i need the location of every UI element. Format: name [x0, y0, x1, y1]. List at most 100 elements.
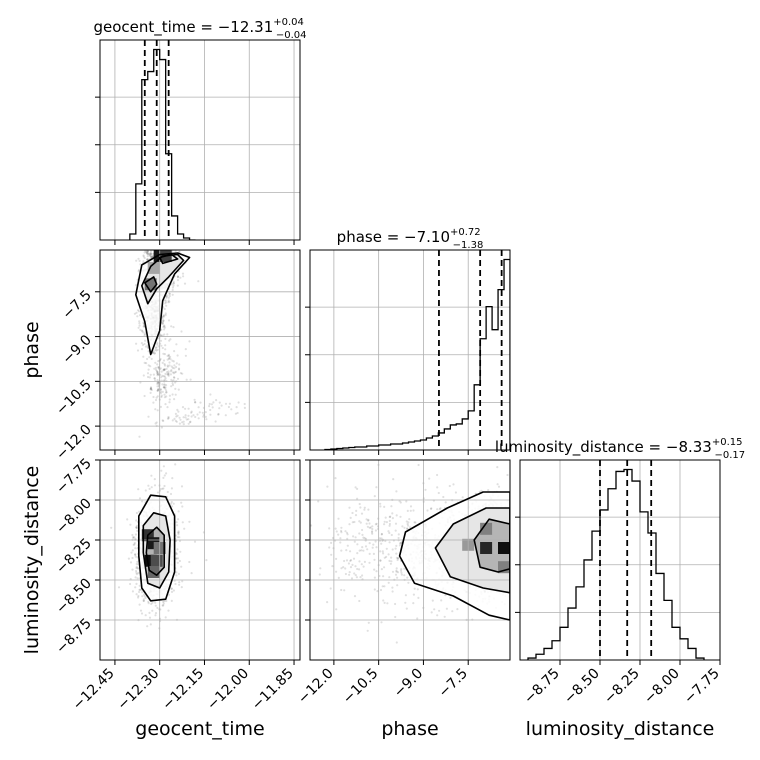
scatter-point: [157, 388, 160, 391]
scatter-point: [456, 608, 459, 611]
scatter-point: [161, 322, 164, 325]
scatter-point: [426, 509, 429, 512]
scatter-point: [150, 254, 153, 257]
scatter-point: [444, 501, 447, 504]
scatter-point: [142, 321, 145, 324]
scatter-point: [150, 474, 153, 477]
scatter-point: [437, 491, 440, 495]
scatter-point: [150, 486, 153, 489]
scatter-point: [173, 364, 176, 367]
scatter-point: [180, 330, 183, 333]
scatter-point: [210, 403, 213, 406]
scatter-point: [416, 588, 419, 591]
scatter-point: [511, 550, 513, 552]
scatter-point: [154, 614, 157, 617]
scatter-point: [156, 389, 159, 392]
y-tick-label-luminosity_distance: −8.00: [53, 496, 95, 538]
scatter-point: [169, 245, 171, 247]
scatter-point: [168, 398, 171, 401]
scatter-point: [535, 527, 537, 529]
scatter-point: [171, 382, 174, 385]
scatter-point: [371, 525, 374, 528]
scatter-point: [384, 539, 387, 543]
scatter-point: [147, 602, 150, 605]
scatter-point: [144, 345, 148, 348]
scatter-point: [523, 537, 525, 539]
scatter-point: [512, 541, 514, 543]
scatter-point: [174, 557, 178, 560]
scatter-point: [151, 601, 154, 604]
scatter-point: [168, 292, 171, 295]
scatter-point: [179, 276, 182, 279]
scatter-point: [526, 507, 528, 509]
scatter-point: [520, 528, 522, 530]
scatter-point: [155, 369, 158, 373]
scatter-point: [436, 508, 439, 511]
scatter-point: [153, 377, 156, 380]
scatter-point: [162, 319, 165, 322]
scatter-point: [175, 362, 178, 365]
scatter-point: [511, 559, 513, 561]
scatter-point: [194, 401, 197, 404]
scatter-point: [166, 364, 169, 367]
scatter-point: [452, 483, 455, 486]
scatter-point: [161, 361, 164, 364]
scatter-point: [166, 365, 169, 368]
scatter-point: [532, 523, 534, 525]
scatter-point: [138, 322, 141, 325]
scatter-point: [162, 319, 165, 322]
scatter-point: [513, 552, 515, 554]
scatter-point: [155, 349, 158, 352]
scatter-point: [181, 406, 185, 409]
scatter-point: [395, 569, 398, 572]
scatter-point: [155, 396, 158, 399]
scatter-point: [144, 596, 147, 600]
scatter-point: [162, 602, 165, 605]
scatter-point: [156, 395, 159, 398]
scatter-point: [146, 255, 149, 258]
scatter-point: [132, 537, 135, 540]
scatter-point: [163, 375, 166, 378]
scatter-point: [136, 529, 139, 533]
scatter-point: [161, 246, 163, 248]
scatter-point: [172, 282, 175, 285]
scatter-point: [181, 272, 185, 275]
scatter-point: [163, 242, 165, 244]
scatter-point: [512, 552, 514, 554]
scatter-point: [166, 371, 169, 374]
scatter-point: [163, 384, 166, 387]
hist-panel-geocent_time: [100, 40, 300, 240]
scatter-point: [487, 489, 490, 492]
scatter-point: [511, 525, 513, 527]
scatter-point: [379, 502, 382, 505]
scatter-point: [177, 531, 180, 534]
scatter-point: [137, 488, 140, 491]
scatter-point: [150, 388, 153, 392]
scatter-point: [403, 526, 406, 529]
scatter-point: [178, 416, 181, 419]
scatter-point: [170, 590, 174, 594]
scatter-point: [154, 246, 156, 248]
scatter-point: [197, 417, 200, 420]
scatter-point: [514, 541, 516, 543]
scatter-point: [523, 526, 525, 528]
scatter-point: [170, 365, 173, 368]
scatter-point: [517, 536, 519, 538]
scatter-point: [135, 526, 138, 530]
scatter-point: [150, 247, 152, 249]
scatter-point: [530, 554, 532, 556]
scatter-point: [168, 292, 171, 295]
x-tick-label-luminosity_distance: −7.75: [681, 666, 723, 708]
scatter-point: [149, 373, 152, 376]
scatter-point: [149, 252, 152, 255]
scatter-point: [417, 596, 420, 600]
x-tick-label-geocent_time: −12.15: [159, 666, 207, 714]
scatter-point: [146, 344, 149, 347]
scatter-point: [173, 367, 176, 370]
scatter-point: [187, 414, 190, 417]
y-tick-label-phase: −10.5: [53, 377, 95, 419]
scatter-point: [134, 576, 137, 579]
scatter-point: [478, 490, 481, 493]
scatter-point: [190, 410, 193, 413]
scatter-point: [340, 531, 343, 534]
